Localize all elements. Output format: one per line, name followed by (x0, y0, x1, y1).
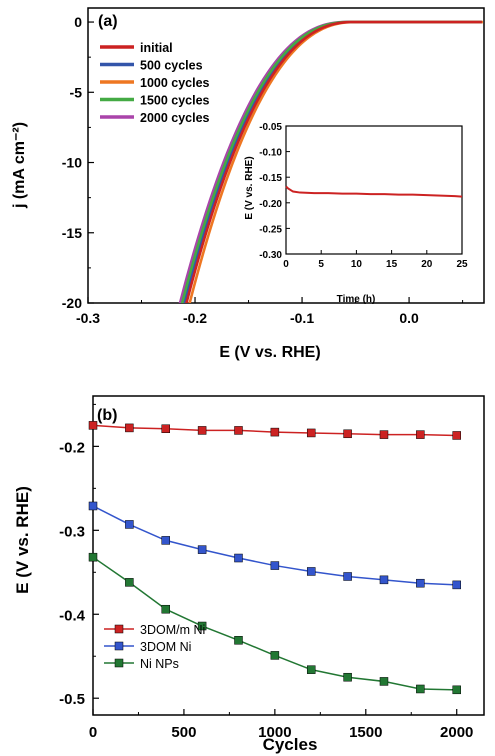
panel-b-ytick-label: -0.5 (59, 691, 85, 708)
panel-b-data-point (161, 604, 170, 614)
panel-b-data-point (416, 684, 425, 694)
inset-xtick-label: 5 (318, 259, 324, 270)
panel-b-legend-marker (114, 641, 124, 651)
panel-b-data-point (125, 520, 134, 529)
panel-b-data-point (452, 580, 461, 590)
chart-panel-b: (b) Cycles E (V vs. RHE) 0 500 1000 1500 200… (13, 395, 485, 754)
panel-b-data-point (88, 552, 98, 562)
panel-b-data-point (125, 423, 134, 433)
panel-b-data-point (306, 567, 316, 576)
panel-b-data-point (88, 501, 98, 511)
panel-b-series-line (92, 505, 457, 586)
panel-b-data-point (379, 430, 389, 439)
panel-a-ytick-label: -15 (62, 225, 82, 241)
inset-xtick-label: 25 (456, 259, 468, 270)
panel-b-data-point (270, 651, 280, 660)
panel-a-series-line (185, 20, 482, 303)
panel-b-data-point (270, 561, 280, 570)
panel-b-xtick-label: 1000 (258, 724, 291, 741)
panel-b-legend-label: 3DOM/m Ni (140, 623, 205, 637)
inset-ytick-label: -0.15 (259, 173, 282, 184)
panel-a-ytick-label: 0 (74, 14, 82, 30)
panel-b-data-point (125, 578, 134, 587)
panel-b-data-point (343, 429, 352, 439)
panel-b-xlabel: Cycles (263, 735, 318, 754)
panel-b-legend-marker (114, 624, 124, 634)
panel-b-data-point (161, 536, 170, 545)
panel-a-legend-label: initial (140, 41, 173, 55)
panel-b-ytick-label: -0.2 (59, 439, 85, 456)
panel-a-legend-label: 1000 cycles (140, 76, 210, 90)
panel-a-legend-label: 2000 cycles (140, 111, 210, 125)
panel-b-data-point (197, 426, 207, 435)
panel-a-ytick-label: -20 (62, 295, 82, 311)
inset-ytick-label: -0.25 (259, 224, 282, 235)
panel-b-legend-label: 3DOM Ni (140, 640, 191, 654)
panel-b-data-point (197, 621, 207, 631)
panel-a-ytick-label: -5 (70, 84, 83, 100)
inset-frame (285, 125, 463, 255)
panel-a-ytick-label: -10 (62, 155, 82, 171)
panel-b-xtick-label: 1500 (349, 724, 382, 741)
panel-a-label: (a) (98, 13, 118, 30)
panel-b-ylabel: E (V vs. RHE) (13, 486, 32, 594)
inset-ylabel: E (V vs. RHE) (244, 156, 255, 219)
panel-b-data-point (270, 427, 280, 437)
inset-ytick-label: -0.10 (259, 148, 282, 159)
panel-b-data-point (234, 426, 243, 435)
panel-b-data-point (416, 578, 425, 588)
panel-b-data-point (452, 431, 461, 440)
panel-b-ytick-label: -0.4 (59, 607, 86, 624)
panel-a-xtick-label: 0.0 (399, 310, 419, 326)
panel-b-data-point (379, 575, 389, 585)
chart-panel-a: (a) E (V vs. RHE) j (mA cm⁻²) Time (h) E… (11, 7, 485, 361)
panel-a-xlabel: E (V vs. RHE) (219, 344, 320, 361)
panel-b-legend-marker (114, 658, 124, 668)
inset-ytick-label: -0.05 (259, 122, 282, 133)
panel-b-data-point (306, 428, 316, 438)
panel-a-xtick-label: -0.3 (76, 310, 100, 326)
panel-b-data-point (234, 636, 243, 645)
panel-a-ylabel: j (mA cm⁻²) (11, 122, 28, 209)
panel-a-frame (87, 7, 485, 304)
panel-b-ytick-label: -0.3 (59, 523, 85, 540)
panel-b-data-point (197, 545, 207, 554)
panel-b-xtick-label: 500 (171, 724, 196, 741)
panel-b-data-point (88, 421, 98, 430)
panel-b-data-point (379, 677, 389, 686)
panel-b-data-point (416, 430, 425, 439)
panel-a-xtick-label: -0.2 (183, 310, 207, 326)
panel-b-data-point (161, 424, 170, 433)
inset-xtick-label: 15 (386, 259, 398, 270)
panel-a-xtick-label: -0.1 (290, 310, 314, 326)
inset-xtick-label: 10 (351, 259, 363, 270)
panel-b-data-point (343, 572, 352, 581)
panel-a-legend-label: 1500 cycles (140, 94, 210, 108)
inset-xlabel: Time (h) (337, 294, 376, 305)
panel-a-legend-label: 500 cycles (140, 59, 203, 73)
panel-b-data-point (234, 553, 243, 563)
inset-ytick-label: -0.20 (259, 199, 282, 210)
inset-ytick-label: -0.30 (259, 250, 282, 261)
inset-xtick-label: 0 (283, 259, 289, 270)
panel-b-data-point (343, 672, 352, 682)
panel-b-label: (b) (97, 407, 117, 424)
panel-b-data-point (452, 685, 461, 695)
inset-series-line (285, 185, 463, 198)
panel-b-xtick-label: 2000 (440, 724, 473, 741)
panel-b-xtick-label: 0 (89, 724, 97, 741)
inset-xtick-label: 20 (421, 259, 433, 270)
panel-b-legend-label: Ni NPs (140, 657, 179, 671)
panel-b-data-point (306, 665, 316, 674)
